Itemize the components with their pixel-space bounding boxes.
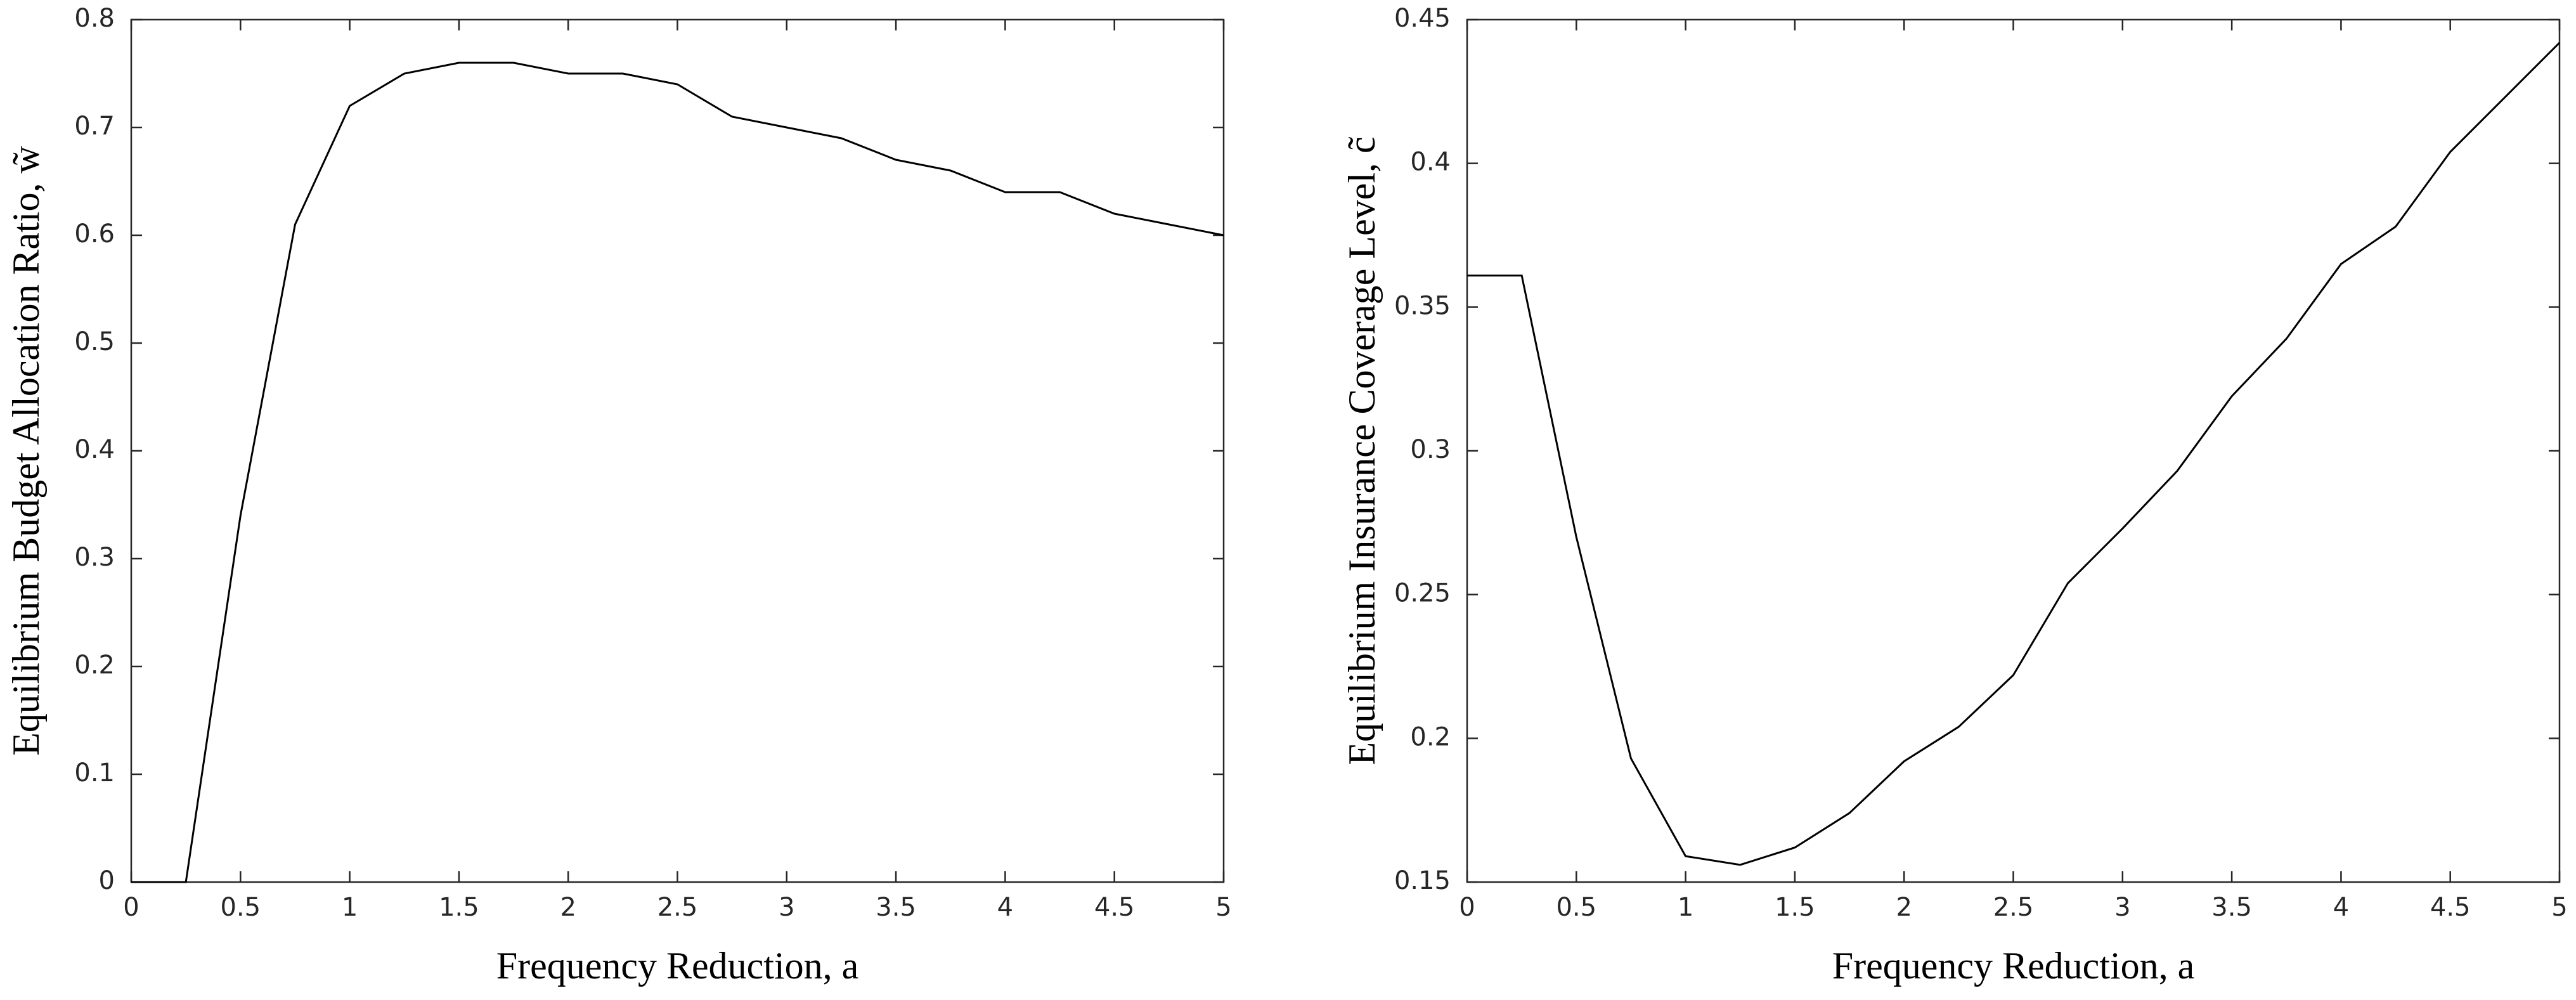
x-tick-label: 1 [1678, 893, 1693, 922]
y-axis-label: Equilibrium Insurance Coverage Level, c̃ [1341, 136, 1383, 765]
x-tick-label: 1.5 [439, 893, 479, 922]
y-tick-label: 0.7 [74, 112, 115, 141]
axes-frame [1466, 18, 2561, 883]
y-tick-label: 0.5 [74, 327, 115, 356]
y-tick-label: 0.4 [74, 435, 115, 464]
y-tick-label: 0.3 [1410, 435, 1451, 464]
y-axis-label: Equilibrium Budget Allocation Ratio, w̃ [5, 146, 47, 756]
y-tick-label: 0.1 [74, 758, 115, 788]
y-tick-label: 0.2 [74, 651, 115, 680]
x-tick-label: 2.5 [1993, 893, 2034, 922]
x-tick-label: 3.5 [876, 893, 916, 922]
y-tick-label: 0.2 [1410, 722, 1451, 751]
x-axis-label: Frequency Reduction, a [1832, 945, 2195, 987]
y-tick-label: 0.35 [1394, 291, 1451, 320]
x-tick-label: 5 [2551, 893, 2567, 922]
x-tick-label: 3.5 [2211, 893, 2252, 922]
y-tick-label: 0.15 [1394, 866, 1451, 895]
y-tick-label: 0 [99, 866, 115, 895]
x-tick-label: 4 [997, 893, 1013, 922]
x-tick-label: 2 [1896, 893, 1912, 922]
x-tick-label: 2 [560, 893, 576, 922]
x-tick-label: 3 [779, 893, 794, 922]
x-tick-label: 3 [2114, 893, 2130, 922]
data-line [131, 62, 1224, 883]
x-tick-label: 4.5 [2430, 893, 2471, 922]
x-tick-label: 1.5 [1775, 893, 1815, 922]
data-line [1467, 42, 2561, 866]
y-tick-label: 0.25 [1394, 579, 1451, 608]
x-tick-label: 4.5 [1094, 893, 1135, 922]
x-tick-label: 1 [342, 893, 358, 922]
x-tick-label: 0.5 [220, 893, 261, 922]
y-tick-label: 0.45 [1394, 4, 1451, 33]
axes-frame [130, 18, 1225, 883]
x-tick-label: 0 [123, 893, 139, 922]
x-tick-label: 2.5 [657, 893, 698, 922]
x-tick-label: 4 [2333, 893, 2349, 922]
x-tick-label: 5 [1215, 893, 1231, 922]
y-tick-label: 0.4 [1410, 148, 1451, 177]
x-tick-label: 0.5 [1556, 893, 1596, 922]
y-tick-label: 0.6 [74, 219, 115, 249]
y-tick-label: 0.3 [74, 543, 115, 572]
x-axis-label: Frequency Reduction, a [496, 945, 859, 987]
y-tick-label: 0.8 [74, 4, 115, 33]
x-tick-label: 0 [1459, 893, 1475, 922]
